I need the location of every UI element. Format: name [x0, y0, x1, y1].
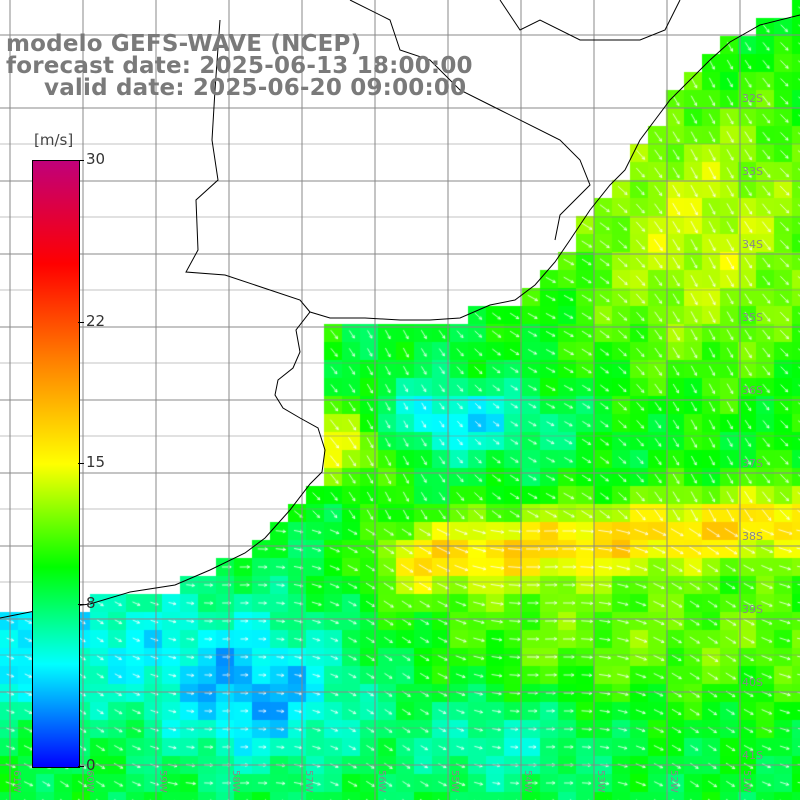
longitude-label: 58W — [230, 770, 241, 793]
longitude-label: 55W — [449, 770, 460, 793]
longitude-label: 53W — [595, 770, 606, 793]
longitude-label: 60W — [84, 770, 95, 793]
latitude-label: 40S — [742, 676, 763, 689]
coastline — [0, 14, 800, 619]
longitude-label: 61W — [11, 770, 22, 793]
colorbar — [32, 160, 80, 768]
model-title: modelo GEFS-WAVE (NCEP) — [6, 31, 362, 57]
colorbar-tick-mark — [78, 766, 84, 767]
valid-date: valid date: 2025-06-20 09:00:00 — [44, 75, 467, 101]
colorbar-tick-mark — [78, 604, 84, 606]
latitude-label: 32S — [742, 92, 763, 105]
border-line — [185, 19, 311, 313]
colorbar-tick-label: 30 — [86, 150, 106, 168]
latitude-label: 37S — [742, 457, 763, 470]
longitude-label: 51W — [741, 770, 752, 793]
border-line — [499, 0, 681, 41]
longitude-label: 56W — [376, 770, 387, 793]
latitude-label: 34S — [742, 238, 763, 251]
colorbar-tick-label: 8 — [86, 594, 96, 613]
colorbar-unit: [m/s] — [34, 131, 74, 149]
latitude-label: 35S — [742, 311, 763, 324]
colorbar-tick-mark — [78, 321, 84, 323]
longitude-label: 52W — [668, 770, 679, 793]
latitude-label: 36S — [742, 384, 763, 397]
latitude-label: 39S — [742, 603, 763, 616]
latitude-label: 33S — [742, 165, 763, 178]
longitude-label: 57W — [303, 770, 314, 793]
latitude-label: 41S — [742, 749, 763, 762]
latitude-label: 38S — [742, 530, 763, 543]
colorbar-tick-mark — [78, 463, 84, 464]
border-line — [349, 0, 591, 241]
longitude-label: 54W — [522, 770, 533, 793]
colorbar-tick-label: 15 — [86, 453, 106, 471]
longitude-label: 59W — [157, 770, 168, 793]
colorbar-tick-label: 0 — [86, 756, 96, 774]
forecast-date: forecast date: 2025-06-13 18:00:00 — [6, 53, 473, 79]
colorbar-tick-mark — [78, 160, 84, 161]
colorbar-tick-label: 22 — [86, 311, 106, 330]
